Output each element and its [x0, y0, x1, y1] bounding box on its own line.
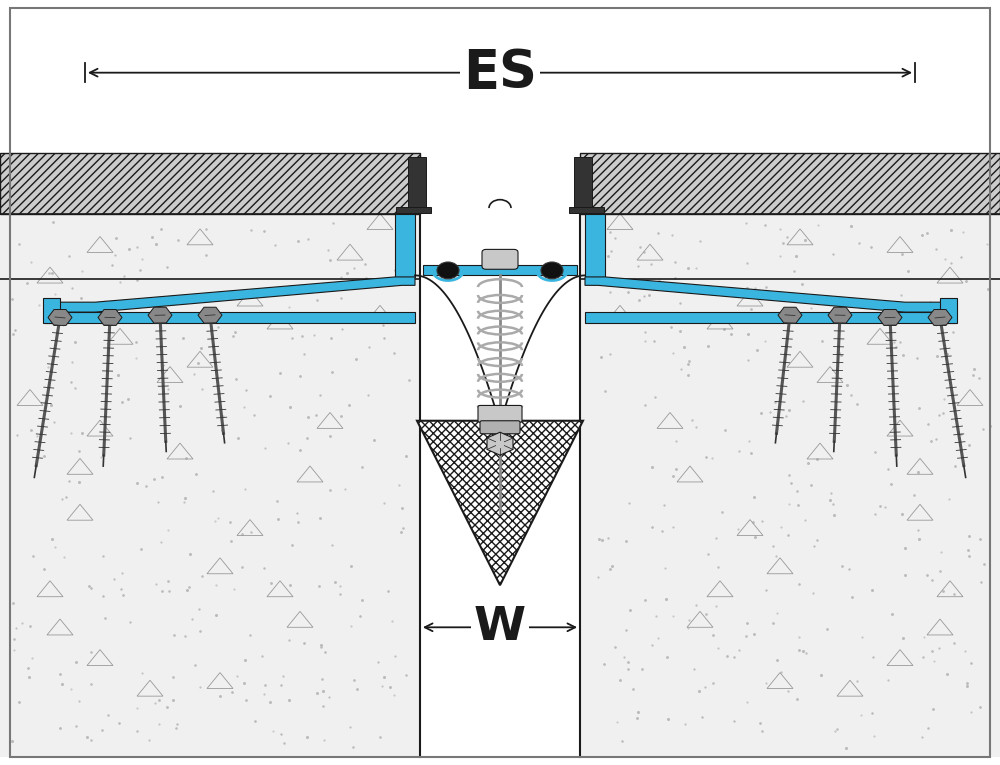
Polygon shape	[778, 308, 802, 323]
Polygon shape	[487, 432, 513, 455]
Polygon shape	[585, 312, 955, 323]
Polygon shape	[580, 153, 1000, 214]
Polygon shape	[828, 308, 852, 323]
Polygon shape	[940, 298, 957, 323]
Polygon shape	[43, 298, 60, 323]
FancyBboxPatch shape	[482, 249, 518, 269]
Polygon shape	[55, 277, 415, 312]
Polygon shape	[148, 308, 172, 323]
Polygon shape	[580, 214, 1000, 757]
Polygon shape	[45, 312, 415, 323]
Text: W: W	[474, 605, 526, 649]
Polygon shape	[98, 310, 122, 325]
Polygon shape	[569, 207, 604, 213]
Text: ES: ES	[463, 47, 537, 99]
Circle shape	[437, 262, 459, 279]
Polygon shape	[198, 308, 222, 323]
Polygon shape	[585, 277, 945, 312]
Polygon shape	[928, 310, 952, 325]
FancyBboxPatch shape	[480, 421, 520, 434]
Polygon shape	[423, 265, 577, 275]
Polygon shape	[878, 310, 902, 325]
FancyBboxPatch shape	[478, 405, 522, 422]
Polygon shape	[0, 214, 420, 757]
Polygon shape	[395, 214, 415, 277]
Polygon shape	[396, 207, 431, 213]
Polygon shape	[408, 157, 426, 213]
Polygon shape	[48, 310, 72, 325]
Polygon shape	[0, 153, 420, 214]
Polygon shape	[585, 214, 605, 277]
Circle shape	[541, 262, 563, 279]
Polygon shape	[574, 157, 592, 213]
Polygon shape	[417, 421, 583, 585]
